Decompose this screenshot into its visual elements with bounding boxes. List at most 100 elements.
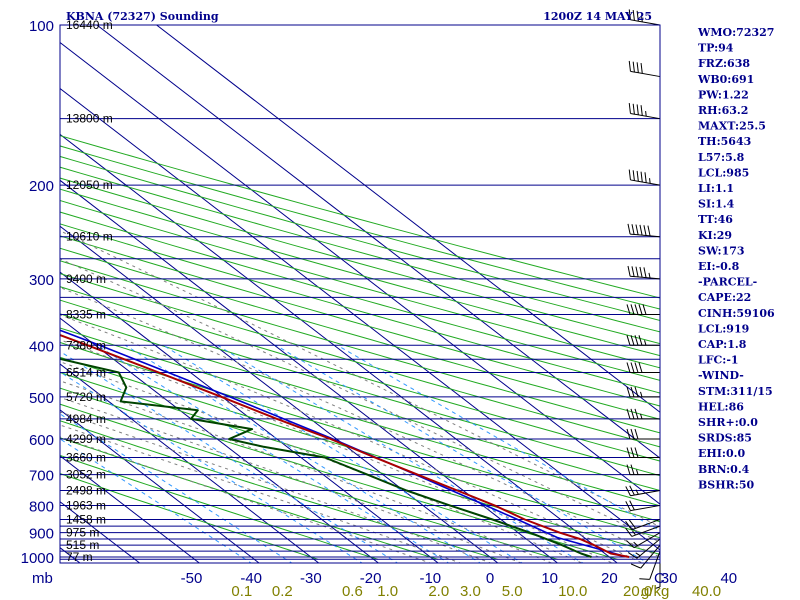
wind-barb-staff [631,525,661,537]
dry-adiabat-line [60,223,660,394]
index-line: TP:94 [698,42,734,55]
wind-barb-flag [629,485,635,496]
pressure-label-100: 100 [29,18,54,35]
wind-barb-flag [638,304,643,315]
temperature-tick-label: 0 [486,570,494,587]
pressure-unit-label: mb [32,570,53,587]
mixing-unit-label: g/kg [641,583,669,600]
mixing-ratio-line [337,344,660,532]
index-line: SW:173 [698,244,745,257]
isotherm-line [96,25,660,459]
index-line: SI:1.4 [698,198,735,211]
index-line: SHR+:0.0 [698,416,758,429]
dry-adiabat-line [60,260,660,434]
dry-adiabat-line [60,327,660,507]
wind-barb-flag [647,225,651,236]
wind-barb-staff [630,70,661,78]
wind-barb-flag [630,335,635,346]
wind-barb-flag [626,386,631,397]
wind-barb-flag [635,266,639,278]
index-line: KI:29 [698,229,732,242]
index-line: FRZ:638 [698,57,750,70]
wind-barb-staff [630,179,661,186]
index-line: WMO:72327 [697,26,774,39]
index-line: -PARCEL- [698,276,757,289]
wind-barb-staff [630,490,661,497]
index-line: TT:46 [698,213,733,226]
wind-barb-flag [634,447,639,458]
wind-barb-flag [636,469,639,475]
height-label: 16440 m [66,18,113,32]
index-line: CAP:1.8 [698,338,747,351]
height-label: 4299 m [66,432,106,446]
wind-barb-flag [644,340,647,346]
wind-barb-flag [625,501,631,511]
pressure-label-600: 600 [29,432,54,449]
wind-barb-staff [630,19,661,26]
index-line: TH:5643 [698,135,751,148]
dry-adiabat-line [60,473,319,560]
mixing-ratio-label: 5.0 [502,583,523,600]
mixing-ratio-line [60,350,399,563]
index-line: EI:-0.8 [698,260,740,273]
mixing-ratio-line [162,344,524,563]
wind-barb-flag [625,486,631,496]
wind-barb-flag [633,541,638,547]
chart-title-station: KBNA (72327) Sounding [66,10,219,23]
temperature-tick-label: 40 [720,570,737,587]
wind-barb-flag [649,178,651,184]
wind-barb-flag [627,265,631,277]
wind-barb-flag [632,103,635,115]
mixing-ratio-label: 2.0 [428,583,449,600]
dry-adiabat-line [60,177,660,345]
moist-adiabat-line [60,314,644,563]
dry-adiabat-line [60,200,660,369]
parcel-line [60,329,628,558]
index-line: BRN:0.4 [698,463,750,476]
pressure-labels-group: 100 200 300 400 500 600 700 800 900 1000 [21,18,54,567]
background-lines-group [60,25,660,563]
wind-barb-flag [640,63,643,74]
height-label: 77 m [66,550,93,564]
wind-barb-flag [635,489,639,495]
index-line: CINH:59106 [698,307,775,320]
mixing-ratio-line [96,344,450,563]
indices-panel: WMO:72327 TP:94 FRZ:638 WB0:691 PW:1.22 RH:63… [697,26,775,491]
dry-adiabat-line [60,403,558,560]
isotherm-line [60,133,619,563]
moist-adiabat-line [60,396,523,563]
wind-barb-flag [625,527,633,537]
pressure-label-900: 900 [29,526,54,543]
wind-barb-flag [643,267,647,278]
temperature-tick-label: -50 [181,570,203,587]
wind-barb-flag [632,61,635,73]
dry-adiabat-line [60,155,660,321]
index-line: BSHR:50 [698,478,754,491]
mixing-ratio-labels-group: 0.1 0.2 0.6 1.0 2.0 3.0 5.0 10.0 20.0 40.0 [231,583,721,600]
wind-barb-flag [628,552,638,559]
index-line: -WIND- [698,369,744,382]
wind-barb-flag [632,530,636,536]
dry-adiabat-line [60,235,660,407]
wind-barb-staff [640,544,661,569]
wind-barb-flag [628,519,636,529]
height-label: 4984 m [66,412,106,426]
wind-barb-flag [634,408,639,420]
wind-barb-flag [634,428,639,440]
isotherm-line [60,409,260,563]
dry-adiabat-line [60,135,660,299]
wind-barb-flag [638,362,643,373]
wind-barb-staff [630,112,661,120]
dry-adiabat-line [60,420,498,560]
temperature-tick-label: 30 [661,570,678,587]
wind-barb-flag [630,464,635,475]
pressure-label-800: 800 [29,498,54,515]
wind-barb-staff [636,538,661,559]
wind-barb-flag [644,172,647,183]
mixing-ratio-label: 40.0 [692,583,721,600]
dry-adiabat-line [60,299,660,477]
dry-adiabat-line [60,211,660,381]
height-label: 13800 m [66,112,113,126]
height-label: 3660 m [66,450,106,464]
